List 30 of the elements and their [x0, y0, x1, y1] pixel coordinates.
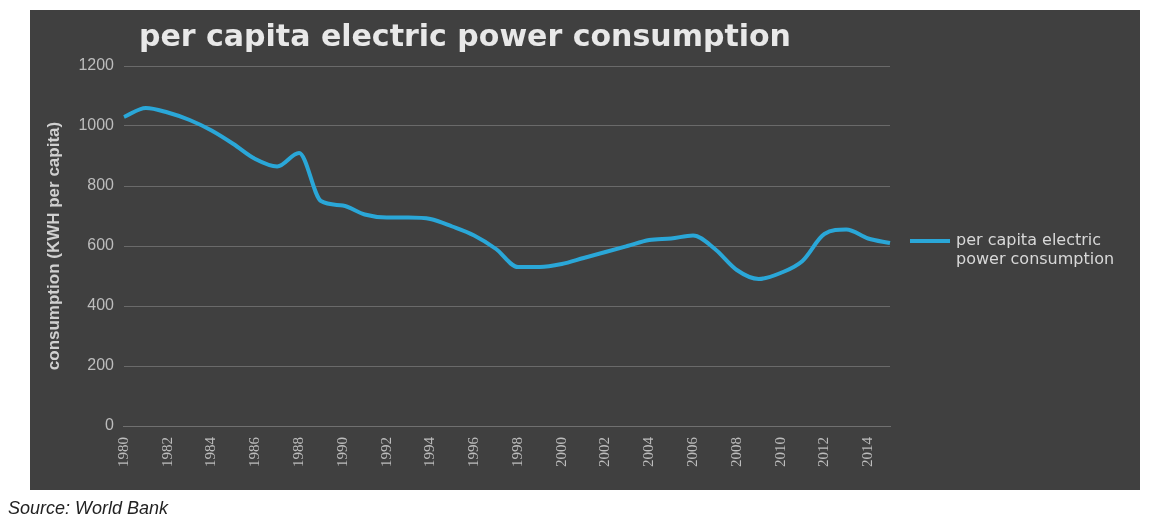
x-tick-label: 1986: [246, 436, 263, 467]
chart-title: per capita electric power consumption: [139, 17, 791, 53]
x-tick-label: 1982: [158, 437, 175, 467]
x-tick-label: 2004: [640, 436, 657, 467]
x-tick-label: 2010: [771, 437, 788, 467]
source-note: Source: World Bank: [8, 498, 169, 519]
x-tick-label: 1988: [290, 437, 307, 467]
y-tick-label: 400: [87, 296, 115, 314]
y-tick-label: 0: [105, 416, 115, 434]
x-tick-label: 1994: [421, 436, 438, 467]
x-tick-label: 2014: [859, 436, 876, 467]
x-tick-label: 1998: [508, 437, 525, 467]
legend-label: per capita electric power consumption: [956, 230, 1116, 268]
x-tick-label: 2008: [727, 437, 744, 467]
y-tick-label: 1000: [78, 116, 115, 134]
x-tick-label: 2012: [815, 437, 832, 467]
x-tick-label: 1990: [333, 437, 350, 467]
x-tick-label: 1996: [465, 436, 482, 467]
y-tick-label: 600: [87, 236, 115, 254]
y-tick-label: 200: [87, 356, 115, 374]
x-tick-label: 2006: [683, 436, 700, 467]
y-tick-label: 1200: [78, 56, 115, 74]
line-series: [121, 106, 892, 281]
x-tick-label: 2002: [596, 437, 613, 467]
y-tick-label: 800: [87, 176, 115, 194]
y-axis-title: consumption (KWH per capita): [43, 121, 63, 371]
x-tick-label: 1984: [202, 436, 219, 467]
x-tick-label: 1992: [377, 437, 394, 467]
x-tick-label: 1980: [114, 437, 131, 467]
x-tick-label: 2000: [552, 437, 569, 467]
